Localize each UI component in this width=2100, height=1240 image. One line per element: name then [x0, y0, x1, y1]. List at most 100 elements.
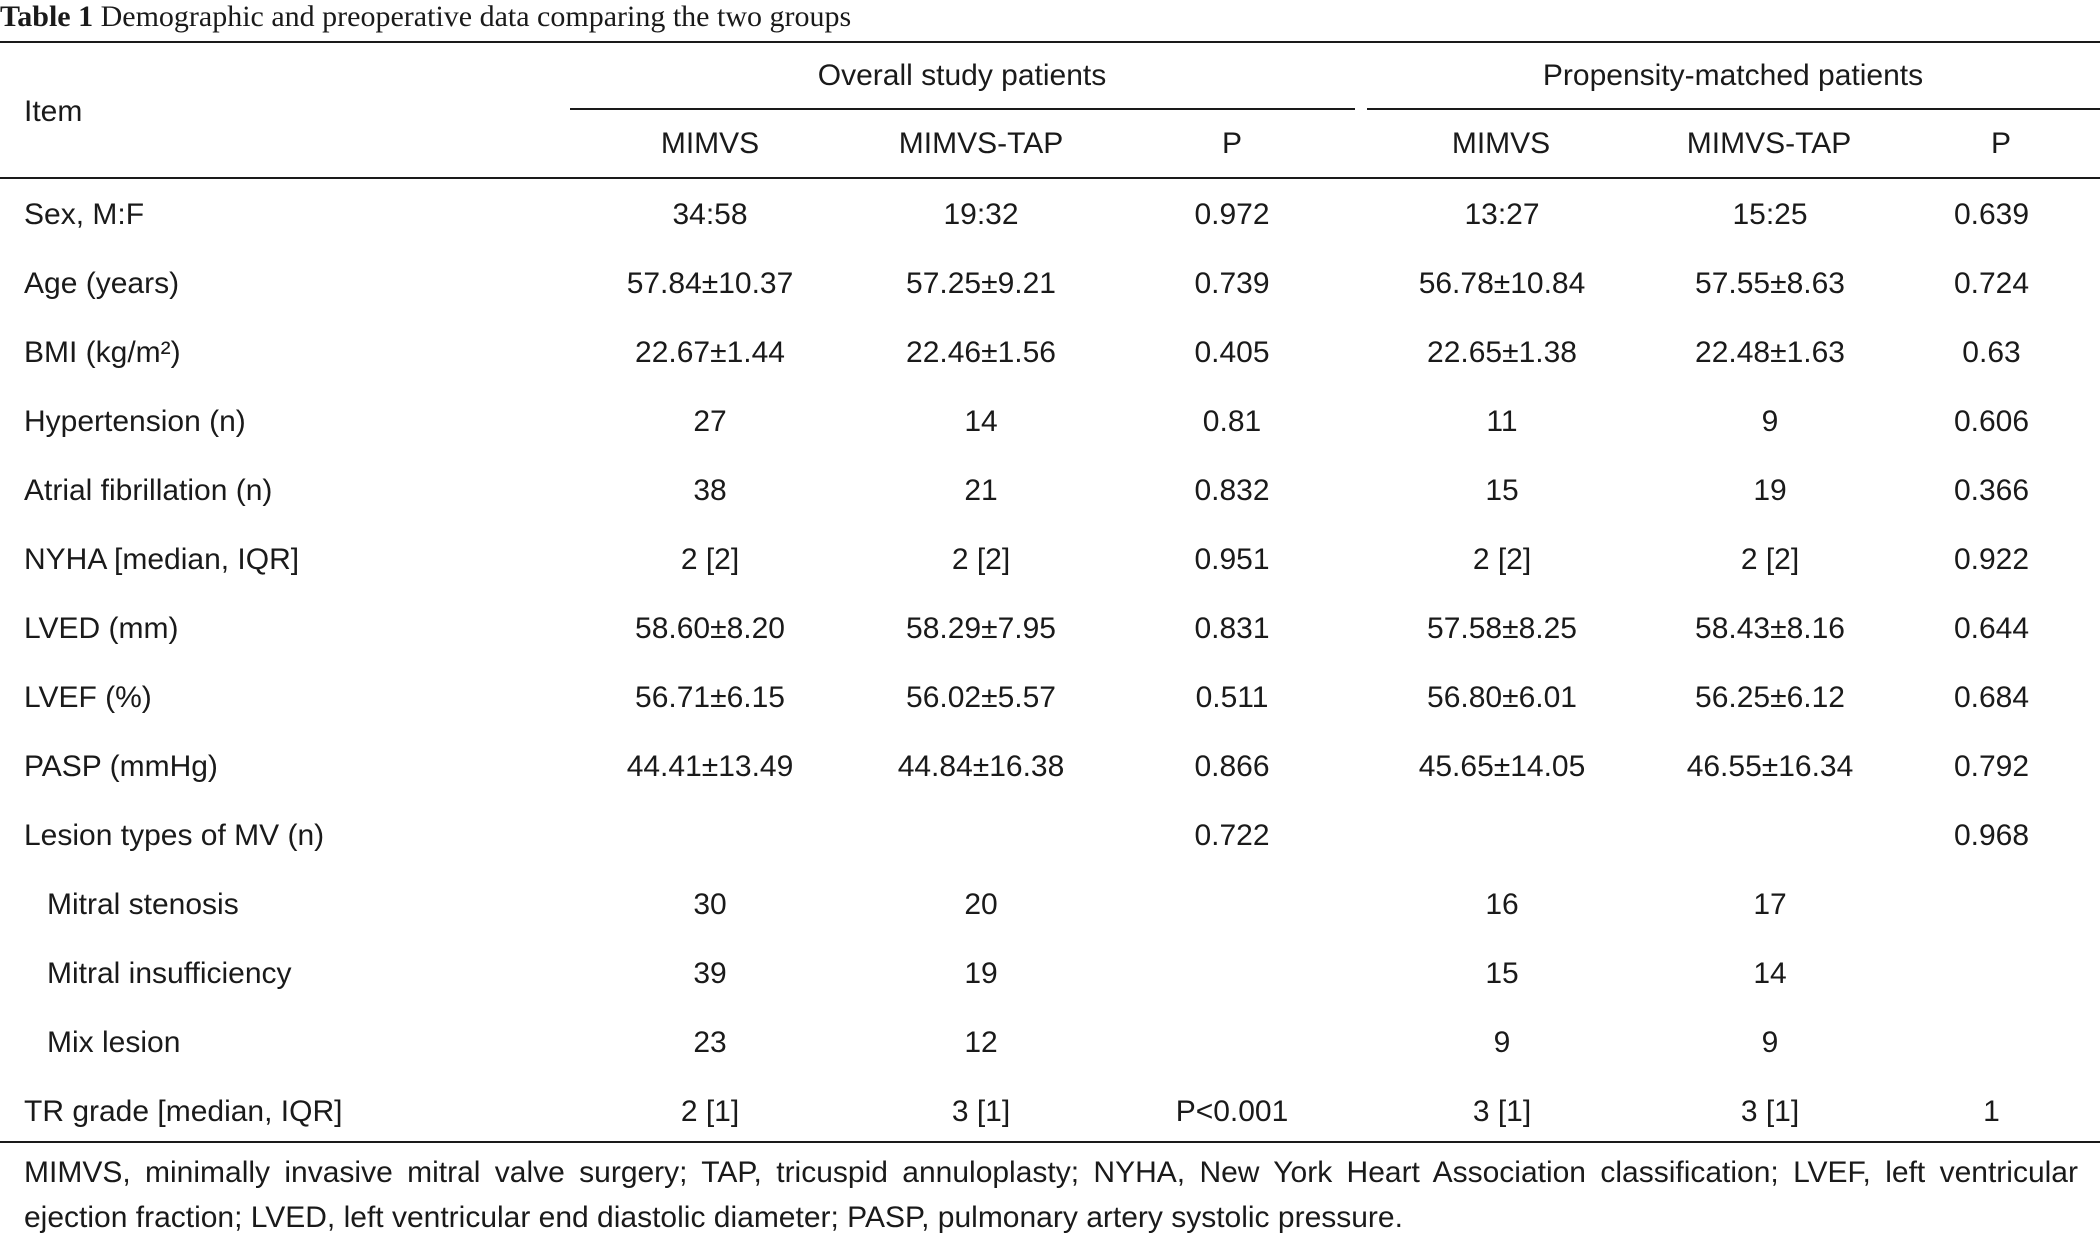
cell-overall-p: 0.81 — [1202, 404, 1262, 438]
subheader-matched-p: P — [1990, 127, 2012, 160]
cell-overall-mimvs: 56.71±6.15 — [635, 680, 785, 714]
cell-matched-mimvs: 11 — [1486, 404, 1518, 438]
bottom-rule — [0, 1141, 2100, 1143]
row-label: LVEF (%) — [24, 680, 152, 714]
row-label: Hypertension (n) — [24, 404, 246, 438]
cell-matched-mimvs-tap: 22.48±1.63 — [1695, 335, 1845, 369]
cell-overall-mimvs-tap: 21 — [964, 473, 998, 507]
top-rule — [0, 41, 2100, 43]
cell-overall-p — [1117, 1008, 1347, 1077]
table-row: NYHA [median, IQR] 2 [2] 2 [2] 0.951 2 [2] 2 … — [0, 525, 2100, 594]
row-label: Age (years) — [24, 266, 180, 300]
table-row: Age (years) 57.84±10.37 57.25±9.21 0.739 56.… — [0, 249, 2100, 318]
cell-overall-p: 0.866 — [1194, 749, 1270, 783]
cell-overall-mimvs: 44.41±13.49 — [626, 749, 794, 783]
cell-overall-mimvs-tap: 22.46±1.56 — [906, 335, 1056, 369]
subheader-overall-p: P — [1221, 127, 1243, 160]
cell-overall-p: 0.831 — [1194, 611, 1270, 645]
cell-matched-mimvs: 15 — [1485, 956, 1519, 990]
cell-matched-mimvs-tap: 14 — [1753, 956, 1787, 990]
cell-matched-mimvs-tap: 15:25 — [1732, 197, 1808, 231]
cell-matched-mimvs: 3 [1] — [1472, 1094, 1532, 1128]
cell-overall-mimvs: 57.84±10.37 — [626, 266, 794, 300]
cell-overall-p: 0.405 — [1194, 335, 1270, 369]
row-label: BMI (kg/m²) — [24, 335, 181, 369]
cell-overall-mimvs-tap: 12 — [964, 1025, 998, 1059]
cell-matched-p — [1883, 1008, 2100, 1077]
cell-matched-mimvs-tap: 2 [2] — [1740, 542, 1800, 576]
cell-matched-mimvs: 9 — [1493, 1025, 1511, 1059]
table-row: LVED (mm) 58.60±8.20 58.29±7.95 0.831 57.58±… — [0, 594, 2100, 663]
row-label: Mitral stenosis — [47, 887, 239, 921]
cell-matched-mimvs-tap: 58.43±8.16 — [1695, 611, 1845, 645]
cell-overall-mimvs — [575, 801, 845, 870]
table-number: Table 1 — [0, 0, 94, 33]
table-row: Hypertension (n) 27 14 0.81 11 9 0.606 — [0, 387, 2100, 456]
subheader-overall-mimvs: MIMVS — [660, 127, 760, 160]
cell-overall-mimvs-tap: 58.29±7.95 — [906, 611, 1056, 645]
cell-overall-mimvs-tap: 56.02±5.57 — [906, 680, 1056, 714]
overall-group-header: Overall study patients — [817, 59, 1107, 92]
table-row: Mitral stenosis 30 20 16 17 — [0, 870, 2100, 939]
cell-overall-p: 0.722 — [1194, 818, 1270, 852]
data-table: Sex, M:F 34:58 19:32 0.972 13:27 15:25 0.639 Ag… — [0, 180, 2100, 1146]
cell-overall-p: P<0.001 — [1175, 1094, 1289, 1128]
cell-overall-mimvs: 27 — [693, 404, 727, 438]
table-title: Demographic and preoperative data compar… — [100, 0, 852, 33]
row-label: PASP (mmHg) — [24, 749, 218, 783]
cell-matched-p: 0.63 — [1962, 335, 2021, 369]
table-footnote: MIMVS, minimally invasive mitral valve s… — [24, 1156, 2078, 1234]
row-label: NYHA [median, IQR] — [24, 542, 300, 576]
table-caption: Table 1 Demographic and preoperative dat… — [0, 0, 851, 34]
cell-matched-mimvs: 13:27 — [1464, 197, 1540, 231]
row-label: LVED (mm) — [24, 611, 179, 645]
cell-overall-mimvs: 22.67±1.44 — [635, 335, 785, 369]
cell-matched-p — [1883, 870, 2100, 939]
row-label: Atrial fibrillation (n) — [24, 473, 273, 507]
cell-matched-p: 0.644 — [1953, 611, 2030, 645]
cell-matched-p: 0.639 — [1953, 197, 2030, 231]
cell-overall-mimvs-tap: 19:32 — [943, 197, 1019, 231]
row-label: Mix lesion — [47, 1025, 181, 1059]
cell-matched-mimvs-tap: 3 [1] — [1740, 1094, 1800, 1128]
row-label: Mitral insufficiency — [47, 956, 292, 990]
matched-group-header: Propensity-matched patients — [1542, 59, 1924, 92]
cell-overall-p: 0.832 — [1194, 473, 1270, 507]
cell-overall-mimvs-tap: 14 — [964, 404, 998, 438]
cell-overall-p — [1117, 870, 1347, 939]
row-label: Sex, M:F — [24, 197, 145, 231]
cell-overall-mimvs: 38 — [693, 473, 727, 507]
table-row: TR grade [median, IQR] 2 [1] 3 [1] P<0.001 3… — [0, 1077, 2100, 1146]
cell-overall-mimvs: 2 [1] — [680, 1094, 740, 1128]
cell-overall-mimvs: 30 — [693, 887, 727, 921]
cell-matched-p: 0.684 — [1953, 680, 2030, 714]
subheader-matched-mimvs-tap: MIMVS-TAP — [1686, 127, 1852, 160]
table-row: Lesion types of MV (n) 0.722 0.968 — [0, 801, 2100, 870]
cell-matched-mimvs — [1347, 801, 1657, 870]
cell-overall-mimvs-tap: 44.84±16.38 — [897, 749, 1065, 783]
cell-matched-p — [1883, 939, 2100, 1008]
cell-matched-mimvs: 56.78±10.84 — [1418, 266, 1586, 300]
cell-overall-p: 0.511 — [1195, 680, 1269, 714]
cell-matched-mimvs-tap: 57.55±8.63 — [1695, 266, 1845, 300]
cell-matched-mimvs: 22.65±1.38 — [1427, 335, 1577, 369]
table-row: Atrial fibrillation (n) 38 21 0.832 15 19 0.36… — [0, 456, 2100, 525]
table-row: BMI (kg/m²) 22.67±1.44 22.46±1.56 0.405 22.6… — [0, 318, 2100, 387]
cell-matched-mimvs: 16 — [1485, 887, 1519, 921]
table-row: Mitral insufficiency 39 19 15 14 — [0, 939, 2100, 1008]
cell-matched-mimvs: 15 — [1485, 473, 1519, 507]
row-label: Lesion types of MV (n) — [24, 818, 325, 852]
cell-matched-mimvs: 45.65±14.05 — [1418, 749, 1586, 783]
cell-matched-mimvs: 2 [2] — [1472, 542, 1532, 576]
cell-matched-p: 0.606 — [1953, 404, 2030, 438]
cell-matched-p: 0.968 — [1953, 818, 2030, 852]
matched-group-rule — [1367, 108, 2100, 110]
table-row: Mix lesion 23 12 9 9 — [0, 1008, 2100, 1077]
cell-matched-mimvs-tap: 56.25±6.12 — [1695, 680, 1845, 714]
cell-matched-mimvs-tap: 9 — [1761, 404, 1779, 438]
cell-matched-p: 0.792 — [1953, 749, 2030, 783]
cell-overall-mimvs-tap: 57.25±9.21 — [906, 266, 1056, 300]
cell-matched-p: 0.366 — [1953, 473, 2030, 507]
cell-matched-mimvs: 56.80±6.01 — [1427, 680, 1577, 714]
cell-overall-mimvs: 2 [2] — [680, 542, 740, 576]
